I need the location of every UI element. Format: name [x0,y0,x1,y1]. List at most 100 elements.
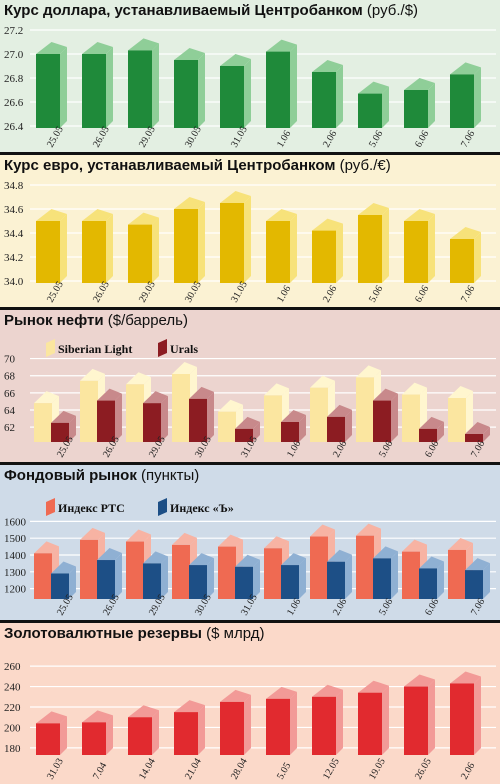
bar-cap [312,684,343,697]
legend-swatch [46,498,55,516]
bar [465,434,483,442]
bar [97,560,115,599]
bar [80,539,98,599]
bar-cap [36,209,67,221]
bar [310,536,328,599]
bar-cap [51,561,76,574]
bar-side [345,554,352,599]
bar [143,563,161,599]
bar-cap [465,422,490,434]
bar-cap [264,383,289,396]
bar-cap [235,416,260,429]
legend-label: Siberian Light [58,342,132,356]
bar [404,686,428,755]
x-tick-label: 29.05 [137,280,158,305]
bar [220,66,244,128]
bar-cap [404,209,435,221]
bar [82,54,106,128]
bar [312,696,336,755]
bar-cap [450,227,481,239]
chart-panel: Золотовалютные резервы ($ млрд) 260 240 220… [0,623,500,784]
bar-cap [143,551,168,564]
bar [143,403,161,442]
y-tick-label: 26.8 [4,73,24,85]
chart-panel: Фондовый рынок (пункты) 1600 1500 1400 1300 1… [0,465,500,620]
bar [128,717,152,755]
y-tick-label: 68 [4,371,16,383]
chart-svg: 27.2 27.0 26.8 26.6 26.4 25.05 26.05 29.05 30.05… [4,25,496,150]
x-tick-label: 5.06 [367,129,385,150]
bar [189,398,207,442]
bar-side [115,393,122,442]
chart-title: Курс евро, устанавливаемый Центробанком … [4,157,391,174]
bar [80,380,98,442]
y-tick-label: 34.2 [4,252,23,264]
x-tick-label: 14.04 [137,757,158,782]
chart-unit: (руб./€) [335,157,391,174]
bar-side [198,705,205,755]
x-tick-label: 7.04 [91,761,109,782]
bar-side [69,566,76,599]
chart-panel: Курс доллара, устанавливаемый Центробанк… [0,0,500,152]
bar-cap [281,553,306,566]
bar-side [60,47,67,128]
x-tick-label: 5.06 [367,284,385,305]
bar-cap [97,548,122,561]
bar-cap [327,549,352,562]
bar-side [152,710,159,755]
x-tick-label: 26.05 [91,280,112,305]
bar [266,698,290,755]
chart-panel: Рынок нефти ($/баррель) 70 68 66 64 62 25.05 26… [0,310,500,462]
bar-side [382,685,389,755]
bar [218,546,236,599]
bar-side [336,223,343,283]
chart-title: Рынок нефти ($/баррель) [4,312,188,329]
bar-side [161,396,168,442]
bar [264,548,282,599]
y-tick-label: 34.8 [4,180,24,192]
legend-swatch [158,498,167,516]
bar-cap [402,539,427,552]
bar [450,239,474,283]
x-tick-label: 29.05 [137,125,158,150]
y-tick-label: 27.0 [4,49,24,61]
chart-unit: ($ млрд) [201,625,265,642]
x-tick-label: 26.05 [413,757,434,782]
bar-cap [174,48,205,60]
bar [373,558,391,599]
chart-title-text: Курс евро, устанавливаемый Центробанком [4,157,336,174]
x-tick-label: 7.06 [459,284,477,305]
bar [450,683,474,755]
chart-unit: (руб./$) [362,2,419,19]
bar-side [483,563,490,599]
y-tick-label: 34.6 [4,204,24,216]
bar-side [474,67,481,128]
bar-side [391,551,398,599]
bar-cap [264,536,289,549]
bar-side [244,196,251,283]
bar-side [198,202,205,283]
y-tick-label: 260 [4,661,21,673]
bar-cap [97,388,122,401]
bar [82,722,106,755]
bar-side [161,556,168,599]
bar [404,90,428,128]
x-tick-label: 28.04 [229,757,250,782]
bar-cap [220,54,251,66]
x-tick-label: 6.06 [413,129,431,150]
bar-side [345,409,352,442]
bar [51,573,69,599]
legend-label: Индекс РТС [58,501,125,515]
bar-cap [404,78,435,90]
panel-divider [0,620,500,623]
bar-cap [82,42,113,54]
bar-cap [450,671,481,684]
bar [36,723,60,755]
panel-divider [0,152,500,155]
bar [465,570,483,599]
x-tick-label: 6.06 [413,284,431,305]
bar [402,551,420,599]
bar [235,566,253,599]
bar-cap [51,410,76,423]
